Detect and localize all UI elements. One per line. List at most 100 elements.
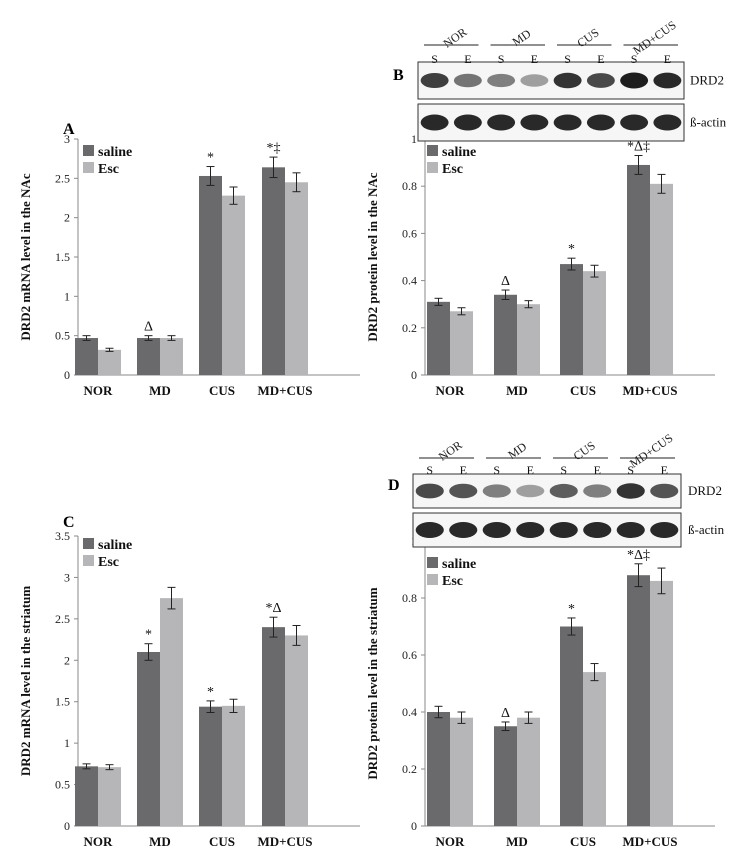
y-tick-label: 1.5: [55, 250, 70, 264]
blot-band: [620, 114, 649, 131]
bar-esc-nor: [450, 717, 473, 826]
blot-band: [586, 114, 615, 131]
legend-swatch-esc: [83, 555, 94, 566]
x-tick-label: CUS: [209, 383, 235, 398]
bar-esc-nor: [98, 767, 121, 826]
y-tick-label: 0.5: [55, 778, 70, 792]
legend-swatch-saline: [427, 145, 438, 156]
y-tick-label: 1.5: [55, 695, 70, 709]
blot-band: [453, 73, 482, 88]
bar-esc-cus: [222, 195, 245, 375]
blot-band: [549, 483, 578, 499]
significance-marker: *Δ‡: [627, 140, 650, 155]
blot-band: [420, 114, 449, 131]
group-label: MD: [510, 26, 534, 49]
group-label: CUS: [571, 438, 598, 463]
x-tick-label: MD+CUS: [622, 383, 677, 398]
bar-esc-md+cus: [650, 580, 673, 826]
bar-esc-cus: [222, 705, 245, 826]
significance-marker: *Δ: [265, 601, 281, 616]
chart-panel-A: 0 0.5 1 1.5 2 2.5 3 DRD2 mRNA level in the NAc A…: [18, 121, 360, 398]
significance-marker: Δ: [144, 320, 153, 335]
bar-esc-md: [160, 338, 183, 375]
blot-band: [482, 484, 511, 498]
x-tick-label: MD+CUS: [257, 383, 312, 398]
blot-band: [487, 114, 516, 131]
bar-esc-md: [160, 598, 183, 826]
bar-esc-nor: [450, 311, 473, 375]
x-tick-label: MD: [506, 383, 528, 398]
bar-esc-md+cus: [650, 183, 673, 375]
blot-band: [653, 114, 682, 131]
blot-row-label: ß-actin: [690, 115, 727, 130]
x-tick-label: MD: [149, 834, 171, 849]
bar-esc-nor: [98, 349, 121, 375]
significance-marker: *‡: [267, 141, 281, 156]
y-tick-label: 2.5: [55, 612, 70, 626]
bar-esc-md: [517, 304, 540, 375]
bar-esc-cus: [583, 271, 606, 375]
panel-label: D: [388, 477, 400, 494]
legend-swatch-saline: [83, 538, 94, 549]
lane-label: E: [527, 463, 534, 477]
y-tick-label: 1: [411, 132, 417, 146]
lane-label: S: [426, 463, 433, 477]
bar-saline-md+cus: [627, 164, 650, 375]
blot-band: [650, 522, 679, 538]
y-tick-label: 2: [64, 211, 70, 225]
lane-label: S: [498, 52, 505, 66]
blot-band: [516, 522, 545, 538]
legend-swatch-saline: [427, 557, 438, 568]
lane-label: S: [627, 463, 634, 477]
y-axis-label: DRD2 protein level in the NAc: [365, 172, 380, 341]
y-tick-label: 3: [64, 570, 70, 584]
y-tick-label: 2: [64, 653, 70, 667]
x-tick-label: CUS: [570, 383, 596, 398]
blot-row-label: DRD2: [690, 73, 724, 88]
bar-saline-cus: [199, 706, 222, 826]
y-tick-label: 0.5: [55, 329, 70, 343]
significance-marker: *: [568, 242, 575, 257]
blot-band: [449, 522, 478, 538]
blot-band: [620, 72, 649, 89]
bar-saline-nor: [75, 766, 98, 826]
legend-label-esc: Esc: [442, 162, 463, 177]
blot-band: [586, 73, 615, 88]
y-tick-label: 1: [64, 736, 70, 750]
blot-band: [653, 72, 682, 89]
y-tick-label: 0: [411, 819, 417, 833]
legend-swatch-esc: [83, 162, 94, 173]
x-tick-label: MD+CUS: [622, 834, 677, 849]
lane-label: E: [460, 463, 467, 477]
blot-band: [516, 484, 545, 498]
panel-label: B: [393, 67, 404, 84]
blot-band: [549, 522, 578, 538]
y-tick-label: 2.5: [55, 171, 70, 185]
legend-label-saline: saline: [98, 145, 132, 160]
bar-saline-nor: [427, 301, 450, 375]
lane-label: E: [661, 463, 668, 477]
blot-band: [616, 522, 645, 538]
chart-panel-B: 0 0.2 0.4 0.6 0.8 1 DRD2 protein level in the …: [365, 132, 715, 398]
y-tick-label: 0.4: [402, 705, 417, 719]
blot-band: [583, 484, 612, 498]
y-axis-label: DRD2 mRNA level in the NAc: [18, 173, 33, 340]
x-tick-label: MD+CUS: [257, 834, 312, 849]
legend-label-esc: Esc: [98, 162, 119, 177]
legend-swatch-saline: [83, 145, 94, 156]
x-tick-label: CUS: [570, 834, 596, 849]
group-label: MD+CUS: [630, 18, 679, 58]
bar-esc-cus: [583, 672, 606, 826]
blot-band: [520, 114, 549, 131]
lane-label: E: [464, 52, 471, 66]
group-label: CUS: [574, 25, 601, 50]
x-tick-label: NOR: [84, 383, 114, 398]
bar-saline-md+cus: [262, 167, 285, 375]
y-tick-label: 0.8: [402, 591, 417, 605]
lane-label: S: [564, 52, 571, 66]
y-tick-label: 0: [411, 368, 417, 382]
legend-swatch-esc: [427, 162, 438, 173]
